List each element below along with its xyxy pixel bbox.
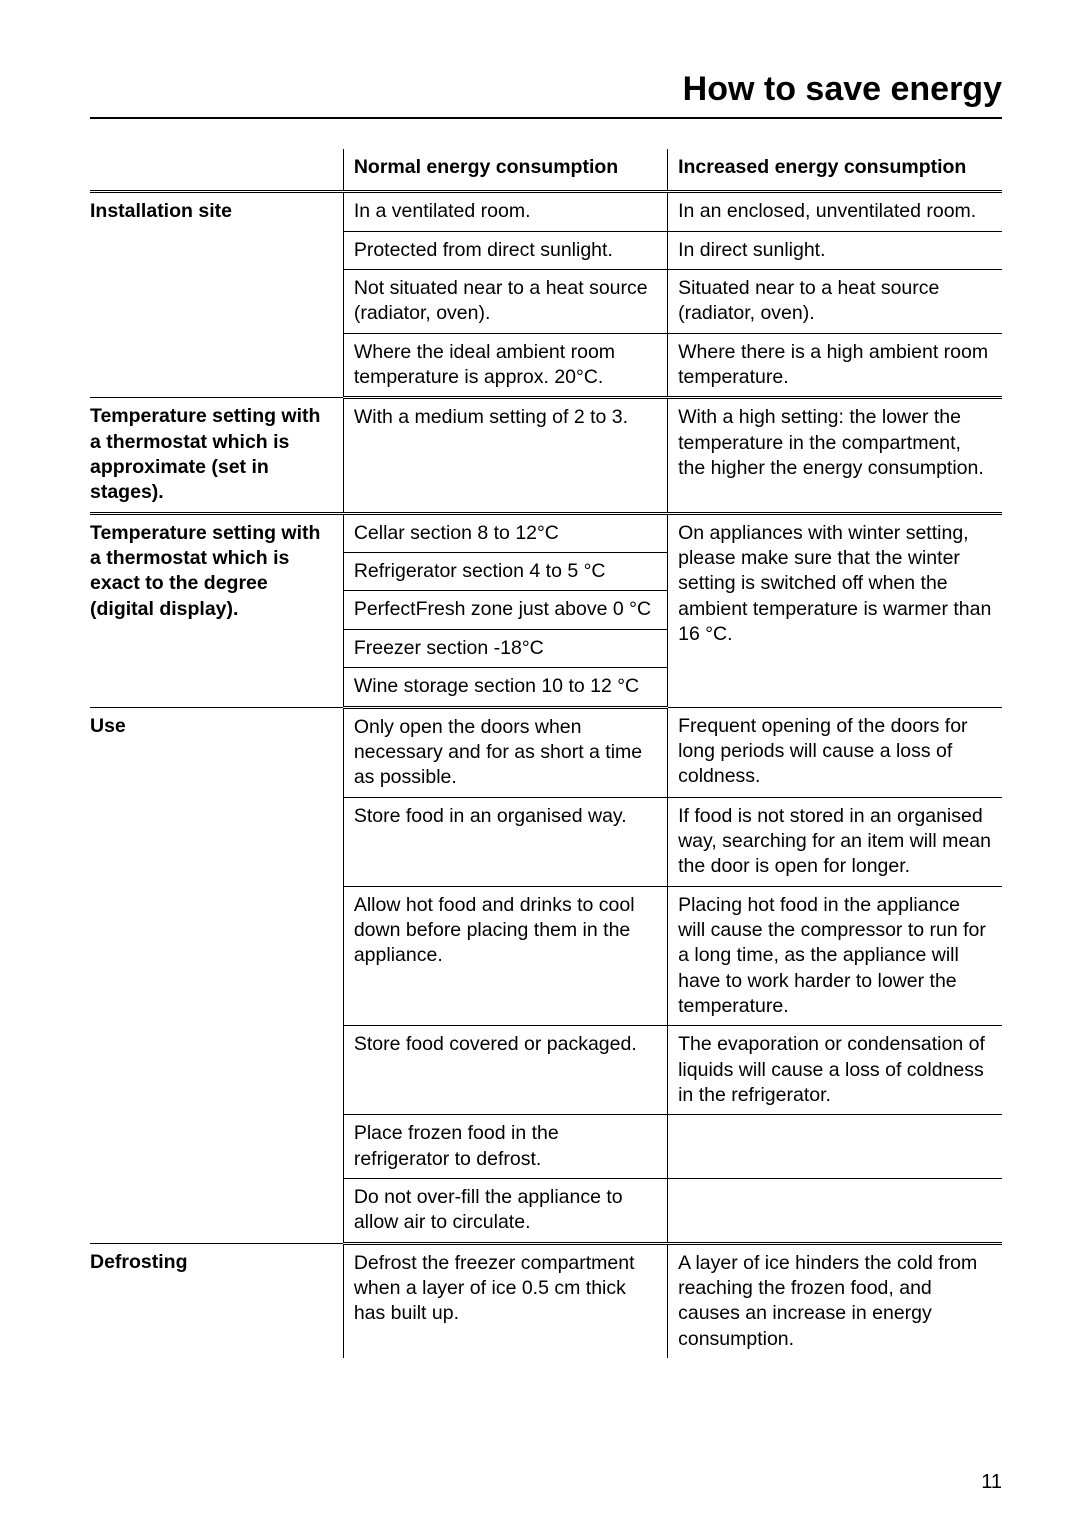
normal-cell: Wine storage section 10 to 12 °C	[343, 668, 667, 707]
increased-cell: In direct sunlight.	[668, 231, 1002, 269]
section-label-text: Temperature setting with a thermostat wh…	[90, 522, 320, 620]
section-label: Installation site	[90, 192, 343, 398]
document-page: How to save energy Normal energy consump…	[0, 0, 1080, 1529]
increased-cell: Frequent opening of the doors for long p…	[668, 707, 1002, 797]
section-label-text: Temperature setting with a thermostat wh…	[90, 405, 320, 503]
normal-cell: Do not over-fill the appliance to allow …	[343, 1179, 667, 1244]
increased-cell: Where there is a high ambient room tempe…	[668, 333, 1002, 398]
normal-cell: Allow hot food and drinks to cool down b…	[343, 886, 667, 1026]
normal-cell: Freezer section -18°C	[343, 629, 667, 667]
section-label-text: Installation site	[90, 200, 232, 222]
table-row: Installation site In a ventilated room. …	[90, 192, 1002, 231]
normal-cell: Protected from direct sunlight.	[343, 231, 667, 269]
increased-cell: With a high setting: the lower the tempe…	[668, 398, 1002, 513]
section-label: Defrosting	[90, 1243, 343, 1358]
increased-cell: Situated near to a heat source (radiator…	[668, 270, 1002, 334]
increased-cell	[668, 1115, 1002, 1179]
increased-cell: The evaporation or condensation of liqui…	[668, 1026, 1002, 1115]
normal-cell: Only open the doors when necessary and f…	[343, 707, 667, 797]
increased-cell	[668, 1179, 1002, 1244]
energy-table: Normal energy consumption Increased ener…	[90, 149, 1002, 1358]
page-number: 11	[981, 1471, 1002, 1494]
increased-cell: On appliances with winter setting, pleas…	[668, 513, 1002, 707]
table-row: Temperature setting with a thermostat wh…	[90, 398, 1002, 513]
normal-cell: With a medium setting of 2 to 3.	[343, 398, 667, 513]
header-col2: Normal energy consumption	[343, 149, 667, 192]
page-title: How to save energy	[90, 70, 1002, 119]
normal-cell: Refrigerator section 4 to 5 °C	[343, 553, 667, 591]
normal-cell: Not situated near to a heat source (radi…	[343, 270, 667, 334]
header-row: Normal energy consumption Increased ener…	[90, 149, 1002, 192]
section-label: Use	[90, 707, 343, 1243]
table-row: Use Only open the doors when necessary a…	[90, 707, 1002, 797]
header-col1	[90, 149, 343, 192]
normal-cell: Place frozen food in the refrigerator to…	[343, 1115, 667, 1179]
normal-cell: Cellar section 8 to 12°C	[343, 513, 667, 552]
increased-cell: If food is not stored in an organised wa…	[668, 797, 1002, 886]
normal-cell: Store food covered or packaged.	[343, 1026, 667, 1115]
table-row: Temperature setting with a thermostat wh…	[90, 513, 1002, 552]
increased-cell: Placing hot food in the appliance will c…	[668, 886, 1002, 1026]
normal-cell: Store food in an organised way.	[343, 797, 667, 886]
normal-cell: PerfectFresh zone just above 0 °C	[343, 591, 667, 629]
table-row: Defrosting Defrost the freezer compartme…	[90, 1243, 1002, 1358]
normal-cell: Defrost the freezer compartment when a l…	[343, 1243, 667, 1358]
section-label: Temperature setting with a thermostat wh…	[90, 513, 343, 707]
normal-cell: Where the ideal ambient room temperature…	[343, 333, 667, 398]
increased-cell: A layer of ice hinders the cold from rea…	[668, 1243, 1002, 1358]
increased-cell: In an enclosed, unventilated room.	[668, 192, 1002, 231]
section-label-text: Defrosting	[90, 1251, 188, 1273]
normal-cell: In a ventilated room.	[343, 192, 667, 231]
header-col3: Increased energy consumption	[668, 149, 1002, 192]
section-label: Temperature setting with a thermostat wh…	[90, 398, 343, 513]
section-label-text: Use	[90, 715, 126, 737]
